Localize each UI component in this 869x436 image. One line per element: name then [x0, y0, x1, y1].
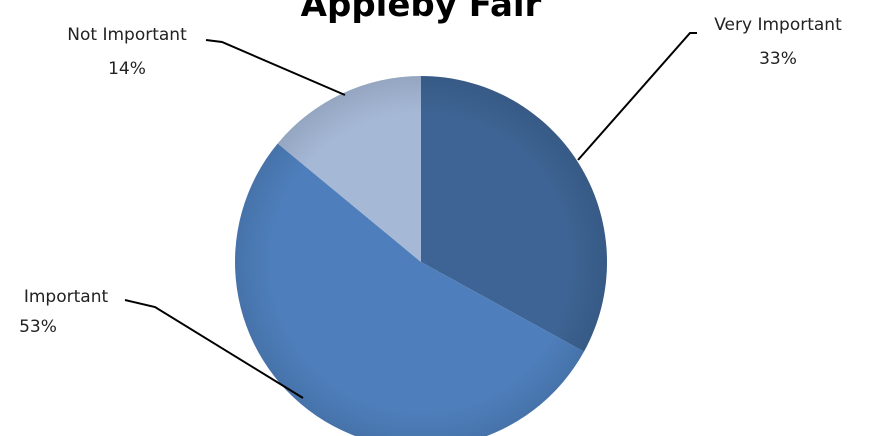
- slice-label-name: Very Important: [714, 15, 842, 35]
- slice-label-percent: 14%: [108, 59, 146, 79]
- leader-line-important: [124, 299, 304, 399]
- slice-label-name: Important: [24, 287, 109, 307]
- slice-label-important: Important 53%: [19, 287, 108, 337]
- pie-shading: [235, 76, 607, 436]
- slice-label-percent: 53%: [19, 317, 57, 337]
- slice-label-percent: 33%: [759, 49, 797, 69]
- leader-line-not-important: [205, 39, 346, 96]
- chart-title: Appleby Fair: [301, 0, 542, 25]
- leader-line-very-important: [577, 32, 697, 161]
- slice-label-very-important: Very Important 33%: [714, 15, 842, 69]
- slice-label-not-important: Not Important 14%: [67, 25, 187, 79]
- slice-label-name: Not Important: [67, 25, 187, 45]
